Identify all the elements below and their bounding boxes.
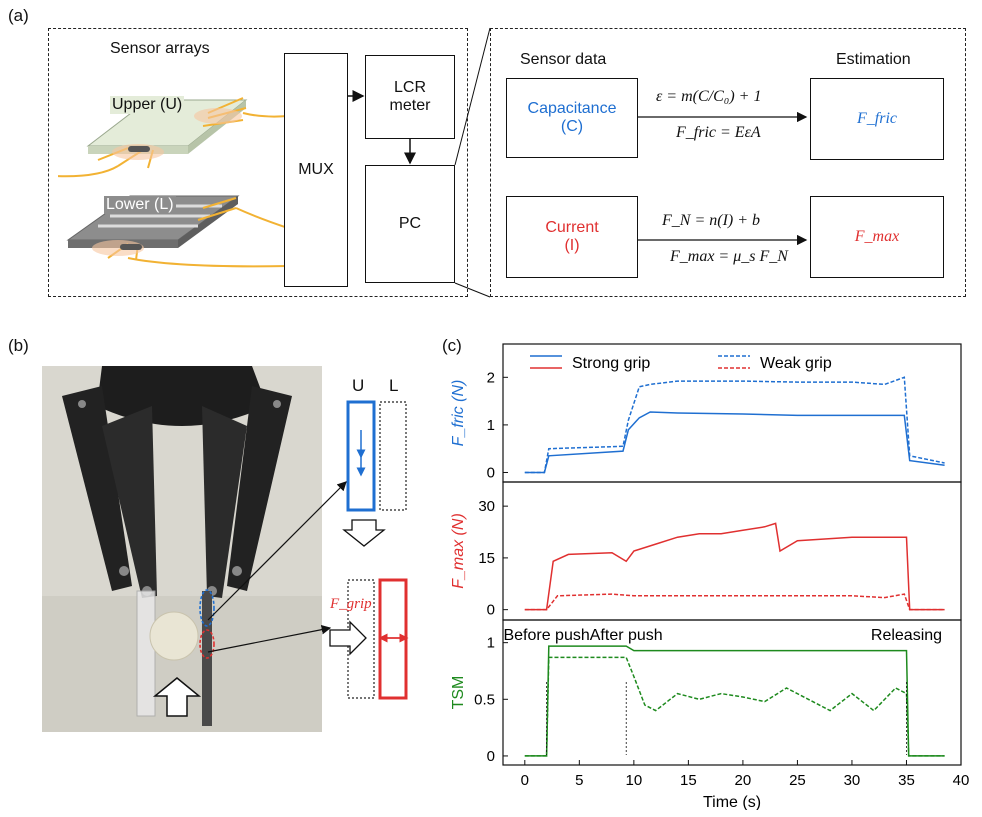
panel-b-schematic xyxy=(207,400,409,700)
sensor-data-header: Sensor data xyxy=(520,51,607,68)
current-label: Current xyxy=(545,219,599,236)
y-tick-label: 30 xyxy=(478,498,495,515)
capacitance-box: Capacitance (C) xyxy=(506,78,638,158)
current-box: Current (I) xyxy=(506,196,638,278)
y-tick-label: 0 xyxy=(487,748,495,765)
y-axis-label: TSM xyxy=(450,676,467,710)
estimation-header: Estimation xyxy=(836,51,911,68)
tsm-chart: 0 1 2 F_fric (N) 0 15 30 F_max (N) 0 0.5 1 TSM Befor… xyxy=(450,343,970,810)
friction-output-box: F_fric xyxy=(810,78,944,160)
y-axis-label: F_fric (N) xyxy=(450,380,467,447)
friction-output: F_fric xyxy=(857,110,897,127)
panel-a-arrows xyxy=(348,27,808,298)
panel-label-b: (b) xyxy=(8,336,29,355)
upper-col-label: U xyxy=(352,376,365,395)
y-tick-label: 2 xyxy=(487,369,495,386)
capacitance-label: Capacitance xyxy=(527,100,617,117)
series-line-strong xyxy=(524,522,945,611)
y-tick-label: 15 xyxy=(478,550,495,567)
x-tick-label: 30 xyxy=(844,772,861,789)
max-output: F_max xyxy=(854,228,900,245)
panel-label-c: (c) xyxy=(442,336,462,355)
y-tick-label: 1 xyxy=(487,635,495,652)
gripper-illustration xyxy=(42,366,322,732)
eq-normal: F_N = n(I) + b xyxy=(662,212,761,229)
eq-strain: ε = m(C/C₀) + 1 xyxy=(656,88,762,105)
sensor-arrays-label: Sensor arrays xyxy=(110,40,210,57)
x-tick-label: 40 xyxy=(953,772,970,789)
upper-sensor-label: Upper (U) xyxy=(110,96,185,114)
y-tick-label: 1 xyxy=(487,417,495,434)
x-tick-label: 5 xyxy=(575,772,583,789)
eq-max: F_max = μ_s F_N xyxy=(670,248,788,265)
upper-sensor-icon xyxy=(58,97,288,178)
series-line-weak xyxy=(524,656,945,757)
legend-label: Strong grip xyxy=(572,355,650,372)
subplot-frame xyxy=(502,619,962,766)
capacitance-symbol: (C) xyxy=(560,118,584,135)
y-tick-label: 0.5 xyxy=(474,691,495,708)
eq-friction: F_fric = EεA xyxy=(676,124,761,141)
y-tick-label: 0 xyxy=(487,602,495,619)
series-line-weak xyxy=(524,593,945,611)
x-tick-label: 35 xyxy=(898,772,915,789)
lower-col-label: L xyxy=(389,376,399,395)
y-axis-label: F_max (N) xyxy=(450,513,467,589)
mux-box: MUX xyxy=(284,53,348,287)
x-tick-label: 15 xyxy=(680,772,697,789)
series-line-weak xyxy=(524,376,945,474)
legend-label: Weak grip xyxy=(760,355,832,372)
current-symbol: (I) xyxy=(564,237,580,254)
lcr-meter-box: LCR meter xyxy=(365,55,455,139)
series-line-strong xyxy=(524,645,945,757)
x-tick-label: 20 xyxy=(735,772,752,789)
x-tick-label: 25 xyxy=(789,772,806,789)
max-output-box: F_max xyxy=(810,196,944,278)
estimation-frame xyxy=(490,28,966,297)
pc-box: PC xyxy=(365,165,455,283)
x-tick-label: 10 xyxy=(626,772,643,789)
x-tick-label: 0 xyxy=(521,772,529,789)
annotation-label: After push xyxy=(590,627,663,644)
gripper-photo xyxy=(42,366,322,732)
x-axis-label: Time (s) xyxy=(703,794,761,810)
panel-label-a: (a) xyxy=(8,6,29,25)
sensor-arrays-illustration xyxy=(58,97,288,268)
fgrip-label: F_grip xyxy=(330,596,372,612)
subplot-frame xyxy=(502,481,962,621)
lower-sensor-label: Lower (L) xyxy=(104,196,176,214)
series-line-strong xyxy=(524,411,945,474)
y-tick-label: 0 xyxy=(487,464,495,481)
lower-sensor-icon xyxy=(66,195,288,268)
hardware-frame xyxy=(48,28,468,297)
annotation-label: Before push xyxy=(503,627,589,644)
annotation-label: Releasing xyxy=(871,627,942,644)
